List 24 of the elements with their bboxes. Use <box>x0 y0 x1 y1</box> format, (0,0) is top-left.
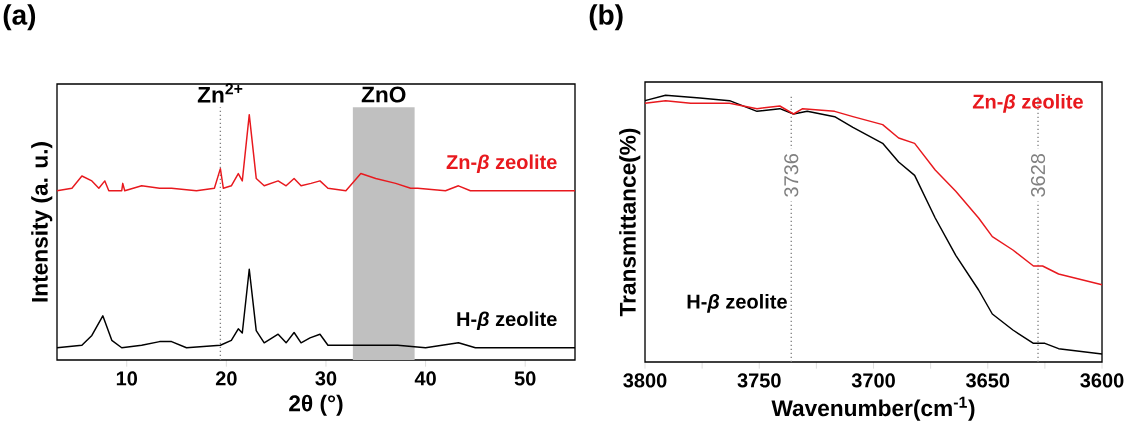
ref-line-label: 3736 <box>784 153 799 197</box>
x-tick-label: 10 <box>116 371 138 386</box>
x-tick-label: 3650 <box>965 373 1010 388</box>
x-tick-label: 20 <box>215 371 237 386</box>
x-tick-label: 40 <box>414 371 436 386</box>
ref-line-label: Zn$^{2+}$ <box>197 83 243 103</box>
ref-line-label: 3628 <box>1030 153 1046 197</box>
x-axis-title: Wavenumber(cm$^{-1}$) <box>771 396 975 421</box>
x-tick-label: 3750 <box>737 373 781 388</box>
x-tick-label: 3700 <box>851 373 895 388</box>
x-tick-label: 30 <box>315 371 337 386</box>
x-tick-label: 3600 <box>1080 373 1124 388</box>
y-axis-title: Intensity (a. u.) <box>31 142 53 302</box>
band-label: ZnO <box>361 86 406 103</box>
text: (a) <box>3 4 36 31</box>
text: (b) <box>589 4 623 31</box>
x-tick-label: 50 <box>514 371 536 386</box>
x-tick-label: 3800 <box>623 373 667 388</box>
text: Zn-β zeolite <box>972 94 1083 113</box>
series-label: Zn-β zeolite <box>446 154 557 174</box>
text: H-β zeolite <box>687 294 787 313</box>
series-label: H-β zeolite <box>457 311 557 331</box>
y-axis-title: Transmittance(%) <box>619 128 641 317</box>
x-axis-title: 2θ (°) <box>289 394 343 416</box>
